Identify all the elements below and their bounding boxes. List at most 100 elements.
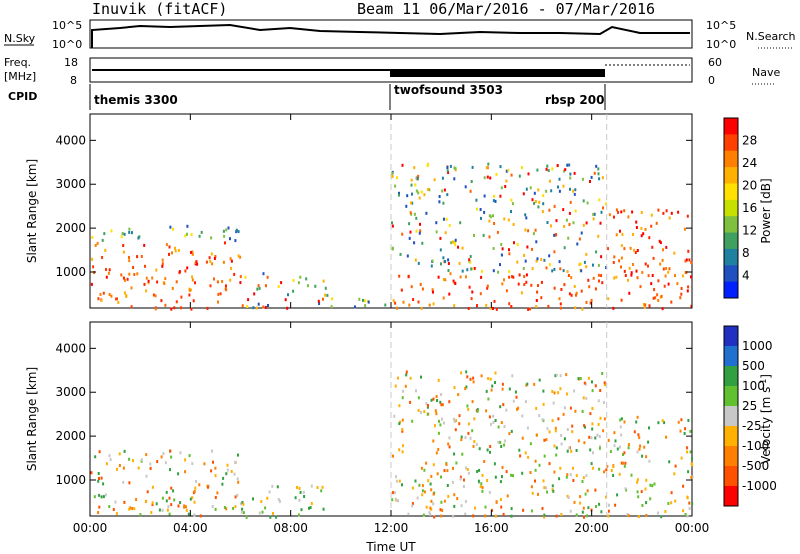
data-cell — [602, 429, 605, 433]
data-cell — [318, 302, 321, 305]
data-cell — [635, 220, 638, 224]
data-cell — [392, 299, 395, 303]
data-cell — [432, 492, 435, 496]
data-cell — [225, 228, 228, 232]
data-cell — [505, 289, 508, 293]
data-cell — [546, 427, 549, 431]
data-cell — [501, 282, 504, 286]
data-cell — [683, 432, 686, 435]
data-cell — [603, 381, 606, 385]
nave-label: Nave — [752, 66, 780, 79]
y-tick-label: 1000 — [55, 473, 86, 487]
data-cell — [188, 454, 191, 458]
x-tick-label: 04:00 — [173, 521, 208, 535]
data-cell — [653, 288, 656, 292]
data-cell — [115, 297, 118, 301]
data-cell — [398, 193, 400, 197]
data-cell — [409, 230, 412, 234]
data-cell — [415, 189, 418, 193]
data-cell — [493, 222, 496, 225]
freq-dense-block — [390, 69, 605, 77]
data-cell — [216, 491, 219, 495]
data-cell — [453, 166, 456, 170]
nsky-trace — [91, 23, 690, 48]
data-cell — [423, 193, 426, 197]
data-cell — [472, 514, 475, 518]
data-cell — [433, 178, 436, 182]
data-cell — [674, 499, 677, 503]
x-tick-label: 00:00 — [675, 521, 710, 535]
data-cell — [192, 299, 195, 303]
colorbar-frame — [723, 325, 739, 507]
data-cell — [644, 262, 647, 266]
data-cell — [499, 405, 502, 409]
data-cell — [582, 199, 585, 203]
data-cell — [253, 292, 256, 296]
data-cell — [512, 399, 515, 403]
data-cell — [97, 472, 100, 475]
data-cell — [566, 449, 569, 453]
data-cell — [191, 275, 194, 279]
data-cell — [579, 377, 582, 380]
cpid-entry-rbsp: rbsp 200 — [545, 93, 604, 107]
data-cell — [540, 280, 543, 284]
data-cell — [149, 462, 152, 466]
data-cell — [508, 432, 511, 436]
data-cell — [628, 291, 631, 295]
data-cell — [476, 304, 478, 308]
data-cell — [494, 419, 497, 422]
data-cell — [151, 276, 154, 280]
data-cell — [612, 306, 615, 310]
data-cell — [551, 269, 554, 273]
colorbar-tick-label: 28 — [742, 134, 757, 148]
data-cell — [391, 498, 394, 502]
data-cell — [603, 417, 606, 421]
data-cell — [190, 251, 193, 254]
data-cell — [183, 504, 186, 508]
data-cell — [623, 209, 626, 213]
data-cell — [461, 452, 464, 456]
data-cell — [224, 287, 227, 291]
data-cell — [161, 258, 164, 262]
data-cell — [223, 234, 226, 238]
colorbar-swatch — [724, 248, 738, 266]
data-cell — [466, 404, 469, 408]
data-cell — [609, 450, 612, 453]
data-cell — [623, 420, 626, 424]
data-cell — [592, 276, 595, 280]
data-cell — [161, 496, 164, 500]
data-cell — [103, 232, 106, 236]
data-cell — [527, 172, 530, 176]
data-cell — [418, 196, 421, 200]
data-cell — [677, 420, 680, 424]
data-cell — [476, 409, 479, 413]
data-cell — [483, 194, 486, 198]
data-cell — [605, 495, 607, 499]
data-cell — [499, 165, 502, 169]
data-cell — [559, 302, 562, 306]
data-cell — [638, 447, 641, 451]
data-cell — [131, 507, 134, 510]
data-cell — [221, 482, 224, 486]
data-cell — [492, 269, 495, 273]
data-cell — [529, 442, 532, 446]
data-cell — [98, 493, 101, 497]
data-cell — [670, 501, 673, 505]
data-cell — [552, 489, 555, 493]
data-cell — [548, 254, 551, 258]
data-cell — [555, 446, 558, 450]
data-cell — [122, 250, 125, 254]
data-cell — [546, 164, 549, 168]
data-cell — [595, 164, 598, 168]
data-cell — [407, 275, 410, 279]
data-cell — [443, 217, 445, 221]
data-cell — [589, 412, 592, 416]
data-cell — [691, 502, 694, 505]
data-cell — [494, 199, 497, 203]
data-cell — [522, 192, 525, 196]
data-cell — [533, 382, 536, 386]
data-cell — [616, 447, 619, 451]
data-cell — [420, 466, 423, 470]
data-cell — [91, 235, 94, 239]
data-cell — [461, 246, 464, 250]
